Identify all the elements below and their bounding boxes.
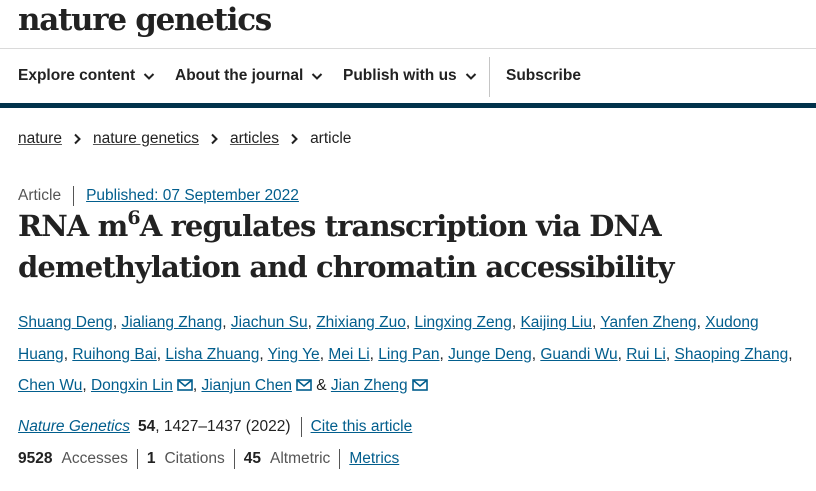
metrics-divider	[233, 449, 235, 469]
author-link[interactable]: Zhixiang Zuo	[316, 314, 406, 331]
article-metrics: 9528 Accesses 1 Citations 45 Altmetric M…	[18, 449, 399, 469]
article-title: RNA m6A regulates transcription via DNA …	[18, 207, 778, 286]
author-link[interactable]: Jiachun Su	[230, 314, 308, 331]
author-ampersand: &	[316, 377, 327, 394]
author-list: Shuang Deng, Jialiang Zhang, Jiachun Su,…	[18, 314, 793, 394]
author-link[interactable]: Jianjun Chen	[201, 377, 292, 394]
author-link[interactable]: Ling Pan	[378, 345, 440, 363]
chevron-down-icon	[465, 73, 476, 80]
meta-divider	[73, 186, 75, 206]
published-date-link[interactable]: Published: 07 September 2022	[86, 187, 299, 204]
logo-text-genetics: genetics	[135, 2, 272, 38]
breadcrumb-articles[interactable]: articles	[229, 130, 280, 147]
author-link[interactable]: Chen Wu	[18, 377, 83, 394]
author-link[interactable]: Lingxing Zeng	[414, 314, 512, 331]
logo-text-nature: nature	[18, 2, 127, 38]
page-range: , 1427–1437 (2022)	[155, 418, 291, 435]
author-link[interactable]: Yanfen Zheng	[600, 314, 697, 331]
cite-this-article-link[interactable]: Cite this article	[310, 418, 413, 435]
author-link[interactable]: Guandi Wu	[540, 345, 618, 363]
nav-explore-content[interactable]: Explore content	[18, 67, 155, 85]
author-link[interactable]: Shuang Deng	[18, 314, 113, 331]
breadcrumb-nature-genetics[interactable]: nature genetics	[92, 130, 199, 147]
nav-about-journal-label: About the journal	[175, 67, 304, 84]
author-link[interactable]: Kaijing Liu	[520, 314, 592, 331]
citation-line: Nature Genetics 54, 1427–1437 (2022) Cit…	[18, 417, 412, 437]
nav-about-journal[interactable]: About the journal	[175, 67, 323, 85]
metrics-divider	[339, 449, 341, 469]
citation-divider	[300, 417, 302, 437]
nav-explore-content-label: Explore content	[18, 67, 136, 84]
title-part-2: A regulates transcription via DNA demeth…	[18, 209, 674, 284]
title-part-1: RNA m	[18, 209, 128, 243]
subscribe-link[interactable]: Subscribe	[506, 67, 581, 85]
article-meta: Article Published: 07 September 2022	[18, 186, 299, 206]
citations-label: Citations	[164, 450, 225, 467]
author-link[interactable]: Lisha Zhuang	[165, 345, 260, 363]
author-link[interactable]: Ying Ye	[267, 345, 320, 363]
chevron-down-icon	[143, 73, 155, 80]
breadcrumb-current: article	[310, 130, 352, 147]
altmetric-score: 45	[243, 450, 262, 467]
author-link[interactable]: Jian Zheng	[330, 377, 408, 394]
nav-publish-with-us-label: Publish with us	[343, 67, 457, 84]
breadcrumb: nature nature genetics articles article	[18, 130, 351, 148]
email-icon[interactable]	[177, 371, 193, 391]
main-nav: Explore content About the journal Publis…	[0, 49, 816, 108]
logo-bar: nature genetics	[0, 0, 816, 49]
accesses-count: 9528	[18, 450, 53, 467]
metrics-divider	[136, 449, 138, 469]
email-icon[interactable]	[411, 371, 428, 391]
chevron-down-icon	[312, 73, 323, 80]
author-link[interactable]: Xudong Huang	[18, 314, 759, 363]
author-link[interactable]: Junge Deng	[448, 345, 532, 363]
article-type: Article	[18, 187, 62, 204]
author-link[interactable]: Shaoping Zhang	[674, 345, 789, 363]
email-icon[interactable]	[296, 371, 312, 391]
breadcrumb-nature[interactable]: nature	[18, 130, 62, 147]
journal-logo[interactable]: nature genetics	[18, 2, 272, 38]
chevron-right-icon	[74, 133, 81, 145]
nav-divider	[489, 57, 490, 97]
chevron-right-icon	[291, 133, 298, 145]
author-link[interactable]: Mei Li	[328, 345, 370, 363]
nav-publish-with-us[interactable]: Publish with us	[343, 67, 477, 85]
accesses-label: Accesses	[61, 450, 128, 467]
author-link[interactable]: Dongxin Lin	[90, 377, 173, 394]
chevron-right-icon	[211, 133, 218, 145]
volume-number: 54	[138, 418, 156, 435]
citations-count: 1	[146, 450, 156, 467]
author-link[interactable]: Rui Li	[626, 345, 666, 363]
author-link[interactable]: Ruihong Bai	[72, 345, 157, 363]
title-superscript: 6	[127, 207, 140, 229]
author-link[interactable]: Jialiang Zhang	[121, 314, 223, 331]
journal-name-link[interactable]: Nature Genetics	[18, 418, 130, 435]
metrics-link[interactable]: Metrics	[349, 450, 400, 467]
altmetric-label: Altmetric	[270, 450, 331, 467]
subscribe-label: Subscribe	[506, 67, 581, 84]
